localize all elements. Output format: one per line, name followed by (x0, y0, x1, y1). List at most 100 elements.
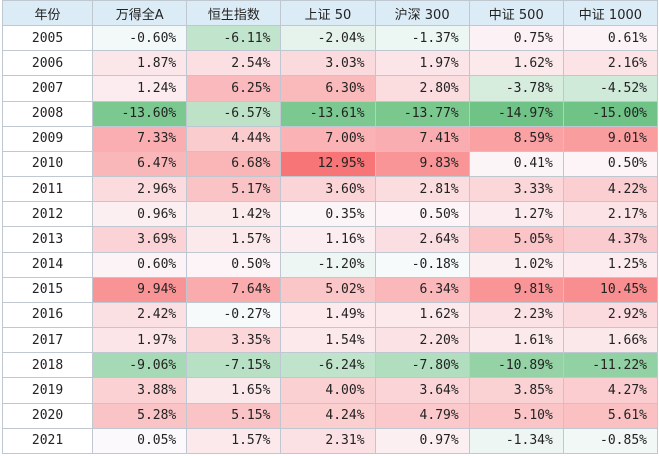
value-cell-sse-50[interactable]: 0.35% (280, 201, 376, 228)
header-sse-50[interactable]: 上证 50 (280, 0, 376, 26)
value-cell-wind-all-a[interactable]: 6.47% (92, 150, 188, 178)
value-cell-csi-1000[interactable]: -0.85% (562, 427, 659, 455)
value-cell-csi-500[interactable]: 0.41% (468, 150, 564, 178)
year-cell[interactable]: 2015 (1, 276, 94, 303)
year-cell[interactable]: 2005 (1, 24, 94, 52)
year-cell[interactable]: 2011 (1, 176, 94, 203)
value-cell-hang-seng[interactable]: 4.44% (186, 125, 282, 152)
value-cell-hang-seng[interactable]: -0.27% (186, 301, 282, 329)
year-cell[interactable]: 2021 (1, 427, 94, 455)
value-cell-csi-500[interactable]: 3.85% (468, 377, 564, 404)
year-cell[interactable]: 2010 (1, 150, 94, 178)
header-year[interactable]: 年份 (1, 0, 94, 26)
value-cell-csi-500[interactable]: -3.78% (468, 75, 564, 102)
value-cell-csi-500[interactable]: 0.75% (468, 24, 564, 52)
value-cell-wind-all-a[interactable]: 1.24% (92, 75, 188, 102)
value-cell-hang-seng[interactable]: 3.35% (186, 327, 282, 354)
value-cell-csi-500[interactable]: -14.97% (468, 100, 564, 127)
value-cell-hang-seng[interactable]: 0.50% (186, 251, 282, 278)
value-cell-wind-all-a[interactable]: 9.94% (92, 276, 188, 303)
value-cell-csi-500[interactable]: 3.33% (468, 176, 564, 203)
value-cell-sse-50[interactable]: 2.31% (280, 427, 376, 455)
year-cell[interactable]: 2006 (1, 50, 94, 77)
value-cell-hang-seng[interactable]: 1.57% (186, 226, 282, 253)
value-cell-csi-1000[interactable]: 1.66% (562, 327, 659, 354)
value-cell-csi-1000[interactable]: 9.01% (562, 125, 659, 152)
value-cell-csi-300[interactable]: 1.62% (374, 301, 470, 329)
value-cell-csi-1000[interactable]: 4.22% (562, 176, 659, 203)
value-cell-csi-300[interactable]: 0.97% (374, 427, 470, 455)
value-cell-csi-500[interactable]: 8.59% (468, 125, 564, 152)
value-cell-sse-50[interactable]: 7.00% (280, 125, 376, 152)
value-cell-csi-300[interactable]: -1.37% (374, 24, 470, 52)
value-cell-csi-1000[interactable]: 10.45% (562, 276, 659, 303)
value-cell-csi-300[interactable]: 2.20% (374, 327, 470, 354)
value-cell-csi-500[interactable]: 5.05% (468, 226, 564, 253)
header-csi-1000[interactable]: 中证 1000 (562, 0, 659, 26)
value-cell-sse-50[interactable]: 6.30% (280, 75, 376, 102)
value-cell-sse-50[interactable]: 3.03% (280, 50, 376, 77)
value-cell-wind-all-a[interactable]: 0.05% (92, 427, 188, 455)
year-cell[interactable]: 2018 (1, 352, 94, 379)
value-cell-sse-50[interactable]: 1.49% (280, 301, 376, 329)
value-cell-csi-300[interactable]: 3.64% (374, 377, 470, 404)
value-cell-sse-50[interactable]: 12.95% (280, 150, 376, 178)
value-cell-csi-300[interactable]: 6.34% (374, 276, 470, 303)
value-cell-csi-500[interactable]: 1.02% (468, 251, 564, 278)
value-cell-csi-1000[interactable]: -11.22% (562, 352, 659, 379)
value-cell-hang-seng[interactable]: -6.11% (186, 24, 282, 52)
value-cell-csi-1000[interactable]: -4.52% (562, 75, 659, 102)
value-cell-hang-seng[interactable]: 6.25% (186, 75, 282, 102)
value-cell-csi-500[interactable]: 5.10% (468, 402, 564, 429)
value-cell-csi-1000[interactable]: 5.61% (562, 402, 659, 429)
value-cell-csi-1000[interactable]: 2.92% (562, 301, 659, 329)
value-cell-csi-1000[interactable]: 2.17% (562, 201, 659, 228)
value-cell-sse-50[interactable]: 4.24% (280, 402, 376, 429)
year-cell[interactable]: 2007 (1, 75, 94, 102)
value-cell-hang-seng[interactable]: 1.42% (186, 201, 282, 228)
value-cell-csi-1000[interactable]: 2.16% (562, 50, 659, 77)
value-cell-sse-50[interactable]: 1.54% (280, 327, 376, 354)
value-cell-sse-50[interactable]: -13.61% (280, 100, 376, 127)
value-cell-sse-50[interactable]: 1.16% (280, 226, 376, 253)
value-cell-wind-all-a[interactable]: 5.28% (92, 402, 188, 429)
value-cell-csi-1000[interactable]: 0.61% (562, 24, 659, 52)
value-cell-wind-all-a[interactable]: -9.06% (92, 352, 188, 379)
value-cell-wind-all-a[interactable]: 7.33% (92, 125, 188, 152)
value-cell-wind-all-a[interactable]: 3.69% (92, 226, 188, 253)
year-cell[interactable]: 2019 (1, 377, 94, 404)
value-cell-csi-500[interactable]: 1.27% (468, 201, 564, 228)
year-cell[interactable]: 2020 (1, 402, 94, 429)
value-cell-wind-all-a[interactable]: 3.88% (92, 377, 188, 404)
value-cell-sse-50[interactable]: 4.00% (280, 377, 376, 404)
header-wind-all-a[interactable]: 万得全A (92, 0, 188, 26)
value-cell-csi-1000[interactable]: 4.37% (562, 226, 659, 253)
year-cell[interactable]: 2008 (1, 100, 94, 127)
value-cell-csi-300[interactable]: 0.50% (374, 201, 470, 228)
value-cell-csi-300[interactable]: 7.41% (374, 125, 470, 152)
value-cell-csi-300[interactable]: 2.80% (374, 75, 470, 102)
year-cell[interactable]: 2009 (1, 125, 94, 152)
value-cell-hang-seng[interactable]: 5.15% (186, 402, 282, 429)
year-cell[interactable]: 2012 (1, 201, 94, 228)
value-cell-wind-all-a[interactable]: 1.87% (92, 50, 188, 77)
value-cell-csi-300[interactable]: -13.77% (374, 100, 470, 127)
value-cell-csi-1000[interactable]: 0.50% (562, 150, 659, 178)
value-cell-csi-500[interactable]: -10.89% (468, 352, 564, 379)
value-cell-csi-500[interactable]: 9.81% (468, 276, 564, 303)
value-cell-csi-1000[interactable]: 4.27% (562, 377, 659, 404)
value-cell-csi-300[interactable]: 1.97% (374, 50, 470, 77)
value-cell-csi-300[interactable]: 2.64% (374, 226, 470, 253)
value-cell-wind-all-a[interactable]: 0.96% (92, 201, 188, 228)
value-cell-csi-500[interactable]: 1.62% (468, 50, 564, 77)
header-hang-seng[interactable]: 恒生指数 (186, 0, 282, 26)
value-cell-wind-all-a[interactable]: 2.96% (92, 176, 188, 203)
value-cell-wind-all-a[interactable]: 2.42% (92, 301, 188, 329)
value-cell-csi-300[interactable]: 9.83% (374, 150, 470, 178)
value-cell-sse-50[interactable]: 5.02% (280, 276, 376, 303)
value-cell-hang-seng[interactable]: 2.54% (186, 50, 282, 77)
year-cell[interactable]: 2014 (1, 251, 94, 278)
year-cell[interactable]: 2016 (1, 301, 94, 329)
value-cell-hang-seng[interactable]: -6.57% (186, 100, 282, 127)
value-cell-hang-seng[interactable]: 1.57% (186, 427, 282, 455)
